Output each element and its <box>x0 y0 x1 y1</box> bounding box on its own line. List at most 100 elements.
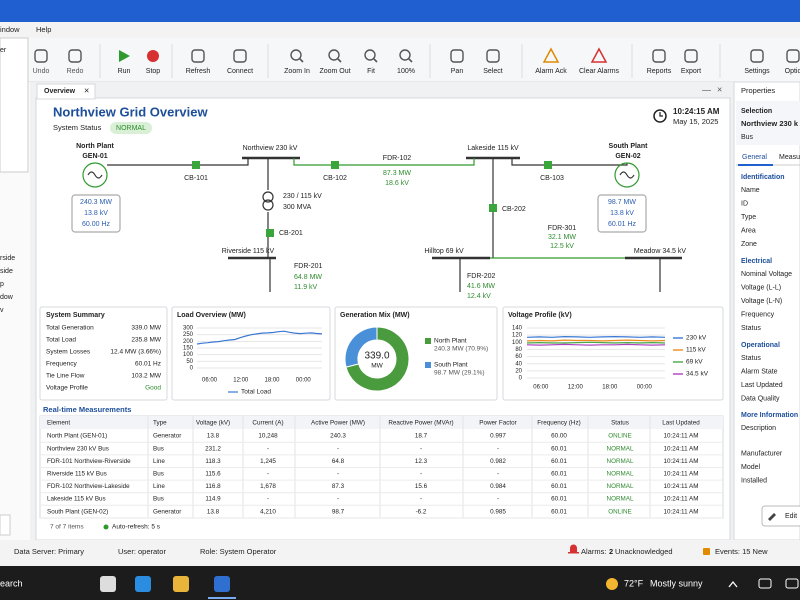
table-cell: 10:24:11 AM <box>664 508 699 515</box>
generator <box>82 162 108 188</box>
table-cell: 115.6 <box>205 470 221 477</box>
properties-tab[interactable]: Measu <box>779 154 800 161</box>
left-panel-item[interactable]: v <box>0 307 4 314</box>
taskbar-app[interactable] <box>173 576 189 592</box>
diagram-label: 230 / 115 kV <box>283 193 322 200</box>
toolbar-button[interactable]: Alarm Ack <box>535 68 567 75</box>
toolbar-button[interactable]: Clear Alarms <box>579 68 620 75</box>
left-panel-item[interactable]: side <box>0 268 13 275</box>
left-panel-item[interactable]: er <box>0 47 7 54</box>
table-cell: Generator <box>153 433 181 440</box>
table-cell: 10:24:11 AM <box>664 496 699 503</box>
legend-value: 240.3 MW (70.9%) <box>434 346 488 353</box>
table-cell: Line <box>153 483 165 490</box>
toolbar-button[interactable]: Optio <box>785 68 800 75</box>
tray-chevron[interactable] <box>728 580 738 588</box>
toolbar-button[interactable]: Zoom Out <box>319 68 350 75</box>
diagram-label: CB-101 <box>184 175 208 182</box>
plant-box <box>71 194 121 233</box>
temperature: 72°F <box>624 578 644 588</box>
left-panel-item[interactable]: rside <box>0 255 15 262</box>
toolbar-button[interactable]: Stop <box>146 68 161 75</box>
tab-close[interactable]: × <box>84 85 89 95</box>
line-series <box>526 339 666 342</box>
summary-value: 12.4 MW (3.66%) <box>110 349 161 356</box>
summary-label: Voltage Profile <box>46 385 88 392</box>
toolbar-button[interactable]: Reports <box>647 68 672 75</box>
plant-id: GEN-01 <box>82 153 107 160</box>
column-header: Element <box>47 420 70 427</box>
minimize[interactable]: — <box>702 84 711 94</box>
legend-label: 230 kV <box>686 335 707 342</box>
field-label: Description <box>741 425 776 432</box>
toolbar-button[interactable]: Connect <box>227 68 253 75</box>
taskbar <box>0 566 800 600</box>
tray-icon[interactable] <box>785 578 799 589</box>
diagram-label: 87.3 MW <box>383 170 411 177</box>
toolbar-button[interactable]: Export <box>681 68 701 75</box>
left-panel-item[interactable]: dow <box>0 294 14 301</box>
status-item: Events: 15 New <box>715 547 768 556</box>
field-label: Name <box>741 187 760 194</box>
table-cell: 64.8 <box>332 458 345 465</box>
clock-hands <box>659 112 663 117</box>
diagram-label: CB-102 <box>323 175 347 182</box>
title-bar <box>0 0 800 22</box>
toolbar-button[interactable]: Run <box>118 68 131 75</box>
close[interactable]: × <box>717 84 722 94</box>
table-cell: NORMAL <box>607 496 634 503</box>
table-cell: 231.2 <box>205 445 221 452</box>
field-label: Data Quality <box>741 395 780 402</box>
toolbar-button[interactable]: Redo <box>67 68 84 75</box>
diagram-label: Meadow 34.5 kV <box>634 248 686 255</box>
toolbar-button[interactable]: Zoom In <box>284 68 310 75</box>
toolbar-button[interactable]: Select <box>483 68 503 75</box>
table-cell: - <box>420 496 422 503</box>
summary-value: Good <box>145 385 161 392</box>
edit-button[interactable] <box>761 505 800 527</box>
tab-label[interactable]: Overview <box>44 88 76 95</box>
table-cell: Riverside 115 kV Bus <box>47 470 107 477</box>
menu-item[interactable]: Help <box>36 25 51 34</box>
section-title: Identification <box>741 174 785 181</box>
taskbar-app[interactable] <box>135 576 151 592</box>
icon <box>684 49 698 63</box>
y-tick-label: 140 <box>512 326 523 332</box>
panel <box>502 306 724 401</box>
toolbar-button[interactable]: Undo <box>33 68 50 75</box>
search-box[interactable]: earch <box>0 578 23 588</box>
toolbar-button[interactable]: 100% <box>397 68 415 75</box>
icon <box>328 49 340 61</box>
table-cell: South Plant (GEN-02) <box>47 508 108 515</box>
taskbar-app[interactable] <box>214 576 230 592</box>
events-icon <box>703 548 710 555</box>
table-cell: - <box>420 445 422 452</box>
tray-icon[interactable] <box>758 578 772 589</box>
y-tick-label: 150 <box>183 346 194 352</box>
toolbar-button[interactable]: Settings <box>744 68 770 75</box>
icon <box>299 58 304 63</box>
properties-tab[interactable]: General <box>742 154 767 161</box>
toolbar-button[interactable]: Fit <box>367 68 375 75</box>
left-panel-item[interactable]: p <box>0 281 4 288</box>
plant-name: North Plant <box>76 143 114 150</box>
taskbar-app[interactable] <box>100 576 116 592</box>
toolbar <box>0 38 800 82</box>
auto-refresh: Auto-refresh: 5 s <box>112 524 161 531</box>
edit-label[interactable]: Edit <box>785 513 797 520</box>
table-cell: 10:24:11 AM <box>664 483 699 490</box>
tab[interactable] <box>36 83 96 100</box>
toolbar-button[interactable]: Refresh <box>186 68 211 75</box>
status-item: Data Server: Primary <box>14 547 84 556</box>
panel <box>39 306 168 401</box>
table-cell: 60.01 <box>551 445 567 452</box>
plant-reading: 13.8 kV <box>84 210 108 217</box>
diagram-label: 32.1 MW <box>548 234 576 241</box>
status-item: User: operator <box>118 547 166 556</box>
table-cell: - <box>497 496 499 503</box>
menu-item[interactable]: indow <box>0 25 20 34</box>
generator <box>614 162 640 188</box>
toolbar-button[interactable]: Pan <box>451 68 464 75</box>
table-cell: 0.997 <box>490 433 506 440</box>
field-label: Status <box>741 355 761 362</box>
